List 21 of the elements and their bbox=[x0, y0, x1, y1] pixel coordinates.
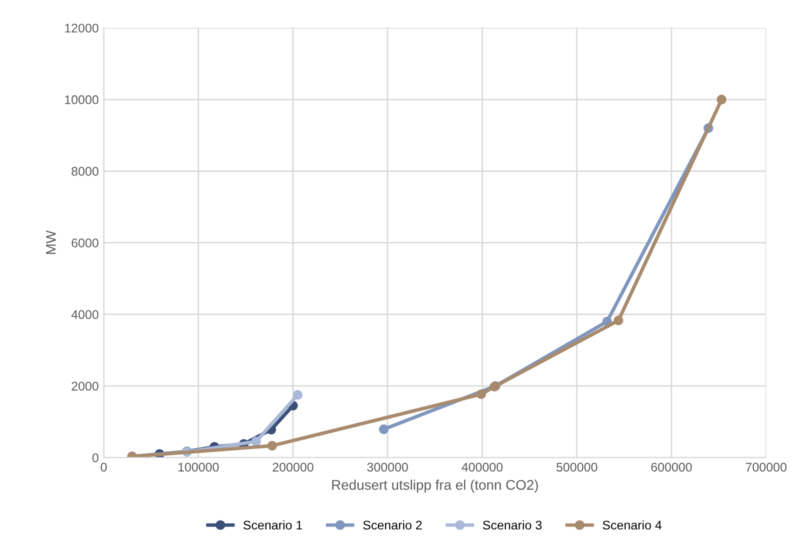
y-tick-label: 10000 bbox=[65, 95, 98, 104]
x-tick-label: 200000 bbox=[272, 462, 314, 472]
x-tick-label: 700000 bbox=[746, 462, 786, 472]
x-tick-label: 600000 bbox=[651, 462, 692, 472]
y-tick-label: 6000 bbox=[72, 238, 98, 248]
y-axis-title: MW bbox=[46, 230, 56, 254]
x-tick-label: 500000 bbox=[556, 462, 598, 472]
x-tick-label: 300000 bbox=[367, 462, 408, 472]
legend-label: Scenario 1 bbox=[243, 520, 302, 530]
y-tick-label: 8000 bbox=[72, 166, 98, 176]
legend-label: Scenario 3 bbox=[482, 520, 542, 530]
legend-label: Scenario 2 bbox=[363, 520, 422, 530]
x-tick-label: 100000 bbox=[178, 462, 219, 472]
x-tick-label: 0 bbox=[100, 462, 107, 472]
y-tick-label: 12000 bbox=[65, 24, 98, 33]
y-tick-label: 4000 bbox=[71, 310, 98, 319]
y-tick-label: 2000 bbox=[72, 382, 98, 391]
x-axis-title: Redusert utslipp fra el (tonn CO2) bbox=[332, 480, 538, 493]
x-tick-label: 400000 bbox=[462, 462, 503, 472]
legend-label: Scenario 4 bbox=[602, 520, 662, 530]
y-tick-label: 0 bbox=[92, 453, 98, 462]
